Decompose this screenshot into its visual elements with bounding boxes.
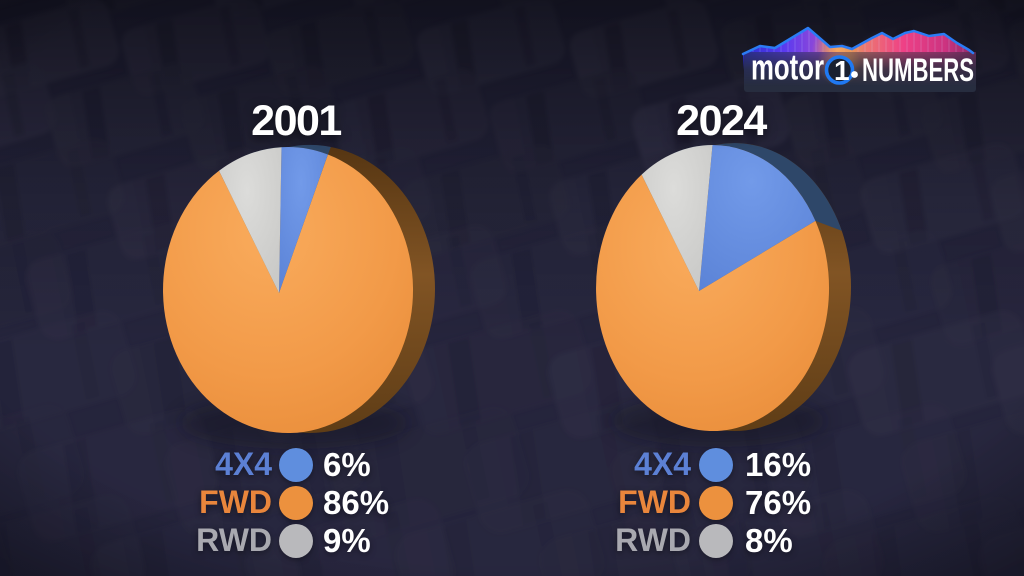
svg-text:NUMBERS: NUMBERS <box>862 52 974 88</box>
svg-text:motor: motor <box>751 47 824 88</box>
svg-text:1: 1 <box>834 55 850 86</box>
